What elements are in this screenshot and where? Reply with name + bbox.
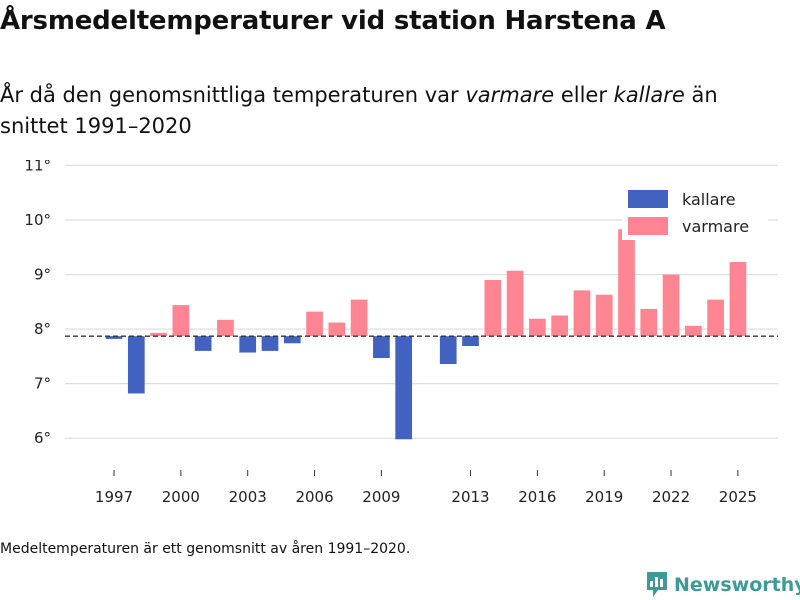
bar-2014[interactable] [484, 280, 502, 337]
bar-2007[interactable] [328, 322, 346, 337]
x-tick-label: 2013 [451, 488, 489, 506]
y-tick-label: 10° [24, 211, 51, 229]
x-tick-label: 1997 [95, 488, 133, 506]
x-tick-label: 2016 [518, 488, 556, 506]
bar-2019[interactable] [595, 294, 613, 337]
legend-swatch-varmare[interactable] [628, 217, 668, 235]
bar-2024[interactable] [707, 299, 724, 337]
x-tick-label: 2003 [229, 488, 267, 506]
legend-label-varmare[interactable]: varmare [682, 217, 749, 236]
bar-2002[interactable] [217, 319, 234, 337]
bar-2021[interactable] [640, 308, 658, 337]
bar-chart: 6° 7° 8° 9° 10° 11° 1997 2000 2003 2006 2009 2013 2… [24, 160, 778, 506]
bar-2000[interactable] [172, 305, 190, 337]
bar-1999[interactable] [150, 332, 167, 337]
x-tick-label: 2006 [295, 488, 333, 506]
y-tick-label: 11° [24, 160, 51, 174]
x-tick-label: 2022 [652, 488, 690, 506]
bar-2022[interactable] [662, 274, 680, 337]
y-tick-label: 7° [34, 375, 51, 393]
bar-2009[interactable] [373, 336, 390, 358]
grid-lines [65, 164, 778, 439]
bar-2018[interactable] [573, 290, 591, 337]
legend-swatch-kallare[interactable] [628, 190, 668, 208]
newsworthy-logo[interactable]: Newsworthy [645, 570, 800, 600]
bar-2001[interactable] [194, 336, 212, 351]
bar-1998[interactable] [127, 336, 145, 394]
subtitle-cold: kallare [613, 83, 685, 107]
y-tick-label: 6° [34, 429, 51, 447]
bar-2012[interactable] [439, 336, 457, 364]
x-tick-label: 2025 [719, 488, 757, 506]
subtitle-part-2: eller [554, 83, 614, 107]
bars [105, 229, 747, 440]
y-axis-labels: 6° 7° 8° 9° 10° 11° [24, 160, 51, 447]
bar-2004[interactable] [261, 336, 279, 351]
bar-2003[interactable] [239, 336, 257, 353]
newsworthy-logo-icon [647, 572, 667, 597]
x-axis-labels: 1997 2000 2003 2006 2009 2013 2016 2019 2022 2025 [95, 470, 757, 506]
y-tick-label: 8° [34, 320, 51, 338]
bar-2023[interactable] [684, 325, 702, 337]
bar-2010[interactable] [395, 336, 413, 440]
subtitle-part-1: År då den genomsnittliga temperaturen va… [0, 83, 466, 107]
subtitle-warm: varmare [465, 83, 555, 107]
chart-subtitle: År då den genomsnittliga temperaturen va… [0, 80, 790, 142]
bar-2025[interactable] [729, 262, 747, 337]
bar-2008[interactable] [350, 299, 368, 337]
newsworthy-logo-text: Newsworthy [674, 574, 800, 596]
bar-1997[interactable] [105, 336, 123, 339]
x-tick-label: 2009 [362, 488, 400, 506]
bar-2006[interactable] [306, 311, 323, 337]
bar-2016[interactable] [529, 318, 546, 337]
bar-2017[interactable] [551, 315, 568, 337]
bar-2013[interactable] [462, 336, 479, 346]
legend[interactable]: kallare varmare [622, 180, 768, 240]
bar-2015[interactable] [506, 270, 524, 337]
footnote: Medeltemperaturen är ett genomsnitt av å… [0, 541, 411, 557]
x-tick-label: 2019 [585, 488, 623, 506]
bar-2005[interactable] [283, 336, 301, 344]
legend-label-kallare[interactable]: kallare [682, 190, 736, 209]
subtitle-part-3: än snittet 1991–2020 [0, 83, 718, 138]
bar-2020[interactable] [618, 229, 635, 337]
x-tick-label: 2000 [162, 488, 200, 506]
chart-title: Årsmedeltemperaturer vid station Harsten… [0, 6, 666, 36]
y-tick-label: 9° [34, 266, 51, 284]
